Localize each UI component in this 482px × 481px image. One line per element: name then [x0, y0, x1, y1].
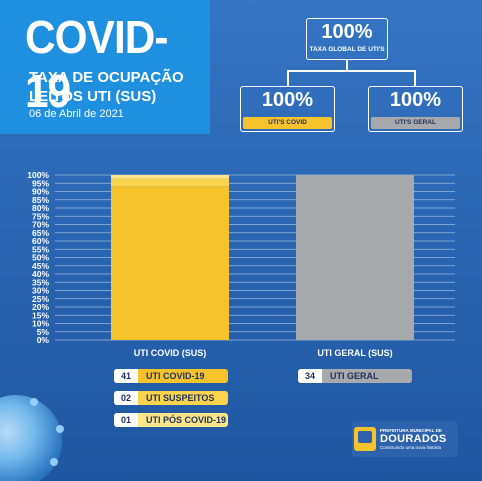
kpi-covid-value: 100%	[261, 89, 314, 111]
virus-illustration	[0, 395, 62, 481]
y-tick-label: 50%	[32, 253, 49, 263]
legend-count: 02	[114, 391, 138, 405]
connector-line	[287, 70, 415, 72]
kpi-geral-value: 100%	[389, 89, 442, 111]
bar-chart: 0%5%10%15%20%25%30%35%40%45%50%55%60%65%…	[27, 170, 455, 358]
legend-item-uti-suspeitos: 02 UTI SUSPEITOS	[114, 391, 228, 405]
y-tick-label: 70%	[32, 220, 49, 230]
subtitle-line-1: TAXA DE OCUPAÇÃO	[29, 69, 184, 86]
y-tick-label: 55%	[32, 244, 49, 254]
y-tick-label: 45%	[32, 261, 49, 271]
kpi-covid-label: UTI'S COVID	[243, 117, 332, 129]
connector-line	[287, 70, 289, 86]
kpi-covid: 100% UTI'S COVID	[240, 86, 335, 132]
y-tick-label: 60%	[32, 236, 49, 246]
kpi-geral: 100% UTI'S GERAL	[368, 86, 463, 132]
page-title: COVID-19	[25, 11, 169, 117]
chart-bars	[111, 175, 414, 340]
y-tick-label: 15%	[32, 310, 49, 320]
bar-segment	[111, 178, 229, 187]
subtitle-line-2: LEITOS UTI (SUS)	[29, 88, 157, 105]
connector-line	[414, 70, 416, 86]
x-axis: UTI COVID (SUS) UTI GERAL (SUS)	[134, 348, 393, 358]
y-tick-label: 40%	[32, 269, 49, 279]
virus-spike	[56, 425, 64, 433]
legend-count: 34	[298, 369, 322, 383]
y-tick-label: 75%	[32, 211, 49, 221]
coat-of-arms-icon	[354, 427, 376, 451]
virus-spike	[50, 458, 58, 466]
virus-spike	[30, 398, 38, 406]
y-tick-label: 5%	[37, 327, 50, 337]
y-tick-label: 100%	[27, 170, 49, 180]
y-tick-label: 90%	[32, 187, 49, 197]
legend-label: UTI PÓS COVID-19	[146, 415, 227, 425]
prefeitura-logo: PREFEITURA MUNICIPAL DE DOURADOS Constru…	[352, 421, 458, 457]
y-tick-label: 65%	[32, 228, 49, 238]
legend-label: UTI COVID-19	[146, 371, 205, 381]
x-tick-label: UTI GERAL (SUS)	[317, 348, 392, 358]
bar-segment	[296, 175, 414, 340]
y-tick-label: 10%	[32, 319, 49, 329]
y-tick-label: 95%	[32, 178, 49, 188]
kpi-global-value: 100%	[321, 21, 373, 43]
legend-item-uti-geral: 34 UTI GERAL	[298, 369, 412, 383]
y-tick-label: 30%	[32, 286, 49, 296]
report-date: 06 de Abril de 2021	[29, 108, 124, 120]
kpi-geral-label: UTI'S GERAL	[371, 117, 460, 129]
legend-label: UTI GERAL	[330, 371, 379, 381]
y-tick-label: 25%	[32, 294, 49, 304]
x-tick-label: UTI COVID (SUS)	[134, 348, 207, 358]
bar-segment	[111, 175, 229, 179]
legend-label: UTI SUSPEITOS	[146, 393, 215, 403]
logo-text: PREFEITURA MUNICIPAL DE DOURADOS Constru…	[380, 428, 447, 450]
bar-segment	[111, 186, 229, 340]
legend-item-uti-covid: 41 UTI COVID-19	[114, 369, 228, 383]
y-tick-label: 35%	[32, 277, 49, 287]
subtitle: TAXA DE OCUPAÇÃO LEITOS UTI (SUS)	[29, 68, 184, 106]
logo-line-2: DOURADOS	[380, 433, 447, 445]
header-panel: COVID-19 TAXA DE OCUPAÇÃO LEITOS UTI (SU…	[0, 0, 210, 134]
legend-count: 41	[114, 369, 138, 383]
y-tick-label: 20%	[32, 302, 49, 312]
logo-line-3: Construindo uma nova história	[380, 445, 442, 450]
kpi-global: 100% TAXA GLOBAL DE UTI'S	[306, 18, 388, 60]
legend-count: 01	[114, 413, 138, 427]
y-tick-label: 0%	[37, 335, 50, 345]
legend-item-uti-pos-covid: 01 UTI PÓS COVID-19	[114, 413, 228, 427]
y-tick-label: 80%	[32, 203, 49, 213]
logo-line-1: PREFEITURA MUNICIPAL DE	[380, 428, 442, 433]
connector-line	[346, 60, 348, 70]
kpi-global-label: TAXA GLOBAL DE UTI'S	[309, 46, 385, 53]
y-tick-label: 85%	[32, 195, 49, 205]
y-axis: 0%5%10%15%20%25%30%35%40%45%50%55%60%65%…	[27, 170, 49, 345]
